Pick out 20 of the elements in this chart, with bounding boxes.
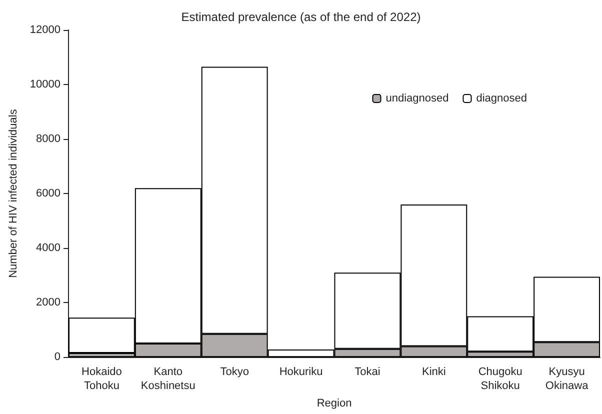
y-tick-label: 10000 — [30, 78, 60, 91]
x-tick-label: Chugoku Shikoku — [478, 366, 522, 392]
x-tick-label: Hokuriku — [279, 366, 323, 378]
x-tick-label: Kanto Koshinetsu — [140, 366, 196, 392]
x-axis-title: Region — [316, 398, 352, 410]
legend-label: diagnosed — [476, 92, 528, 104]
x-tick-label: Kyusyu Okinawa — [545, 366, 590, 392]
y-tick-label: 0 — [54, 351, 60, 364]
x-tick-label: Tokai — [354, 366, 380, 378]
x-tick-label: Kinki — [422, 366, 446, 378]
y-tick-label: 4000 — [36, 242, 60, 254]
y-tick-label: 2000 — [36, 296, 60, 309]
x-tick-label: Tokyo — [220, 366, 249, 378]
y-tick-label: 12000 — [30, 24, 60, 36]
x-tick-label: Hokaido Tohoku — [82, 366, 122, 392]
chart-title: Estimated prevalence (as of the end of 2022) — [181, 10, 421, 24]
y-tick-label: 8000 — [36, 133, 60, 146]
y-tick-label: 6000 — [36, 188, 60, 200]
legend-label: undiagnosed — [386, 92, 449, 104]
y-axis-title: Number of HIV infected individuals — [8, 108, 20, 278]
